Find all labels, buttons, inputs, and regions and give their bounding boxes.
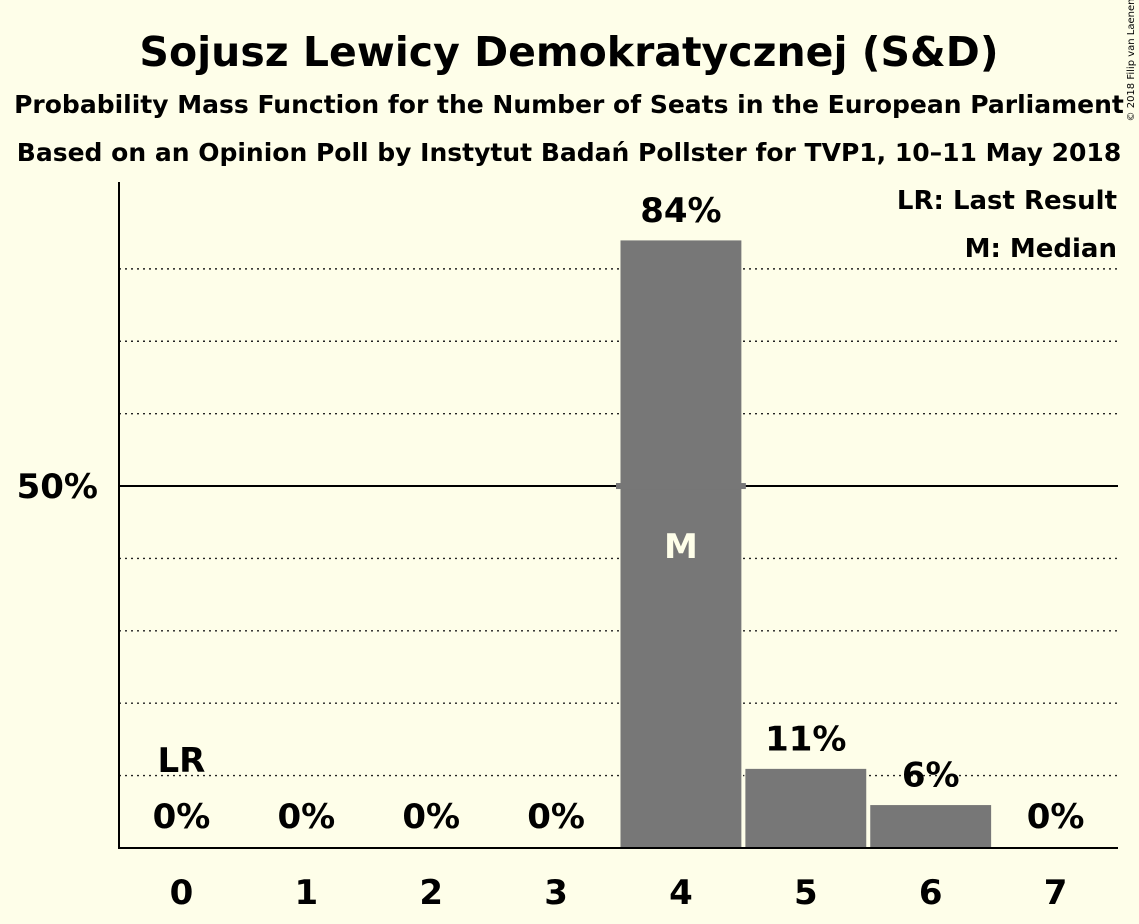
x-tick-label: 6 bbox=[919, 873, 943, 913]
labels: 50% 0% 0 0% 1 0% 2 0% 3 84% 4 11% 5 6% 6 0% 7 M LR bbox=[17, 191, 1085, 913]
data-label: 6% bbox=[902, 756, 960, 796]
copyright-note: © 2018 Filip van Laenen bbox=[1126, 0, 1137, 121]
bar bbox=[744, 767, 868, 849]
data-label: 0% bbox=[1027, 797, 1085, 837]
x-tick-label: 5 bbox=[794, 873, 818, 913]
x-tick-label: 1 bbox=[294, 873, 318, 913]
x-tick-label: 3 bbox=[544, 873, 568, 913]
legend-last-result: LR: Last Result bbox=[897, 186, 1117, 216]
data-label: 0% bbox=[527, 797, 585, 837]
gridlines bbox=[119, 268, 1118, 777]
bar bbox=[619, 239, 743, 849]
x-tick-label: 2 bbox=[419, 873, 443, 913]
x-tick-label: 0 bbox=[170, 873, 194, 913]
data-label: 0% bbox=[153, 797, 211, 837]
median-marker: M bbox=[664, 527, 698, 567]
bars bbox=[616, 239, 993, 849]
y-tick-label: 50% bbox=[17, 467, 98, 507]
data-label: 84% bbox=[640, 191, 721, 231]
bar bbox=[869, 804, 993, 849]
chart-title: Sojusz Lewicy Demokratycznej (S&D) bbox=[139, 28, 998, 76]
x-tick-label: 4 bbox=[669, 873, 693, 913]
chart-subtitle-1: Probability Mass Function for the Number… bbox=[14, 90, 1124, 119]
legend-median: M: Median bbox=[965, 234, 1117, 264]
x-tick-label: 7 bbox=[1044, 873, 1068, 913]
median-bar-gap bbox=[616, 483, 746, 490]
data-label: 0% bbox=[402, 797, 460, 837]
last-result-marker: LR bbox=[158, 741, 206, 781]
chart-subtitle-2: Based on an Opinion Poll by Instytut Bad… bbox=[17, 138, 1121, 167]
data-label: 0% bbox=[277, 797, 335, 837]
data-label: 11% bbox=[765, 719, 846, 759]
